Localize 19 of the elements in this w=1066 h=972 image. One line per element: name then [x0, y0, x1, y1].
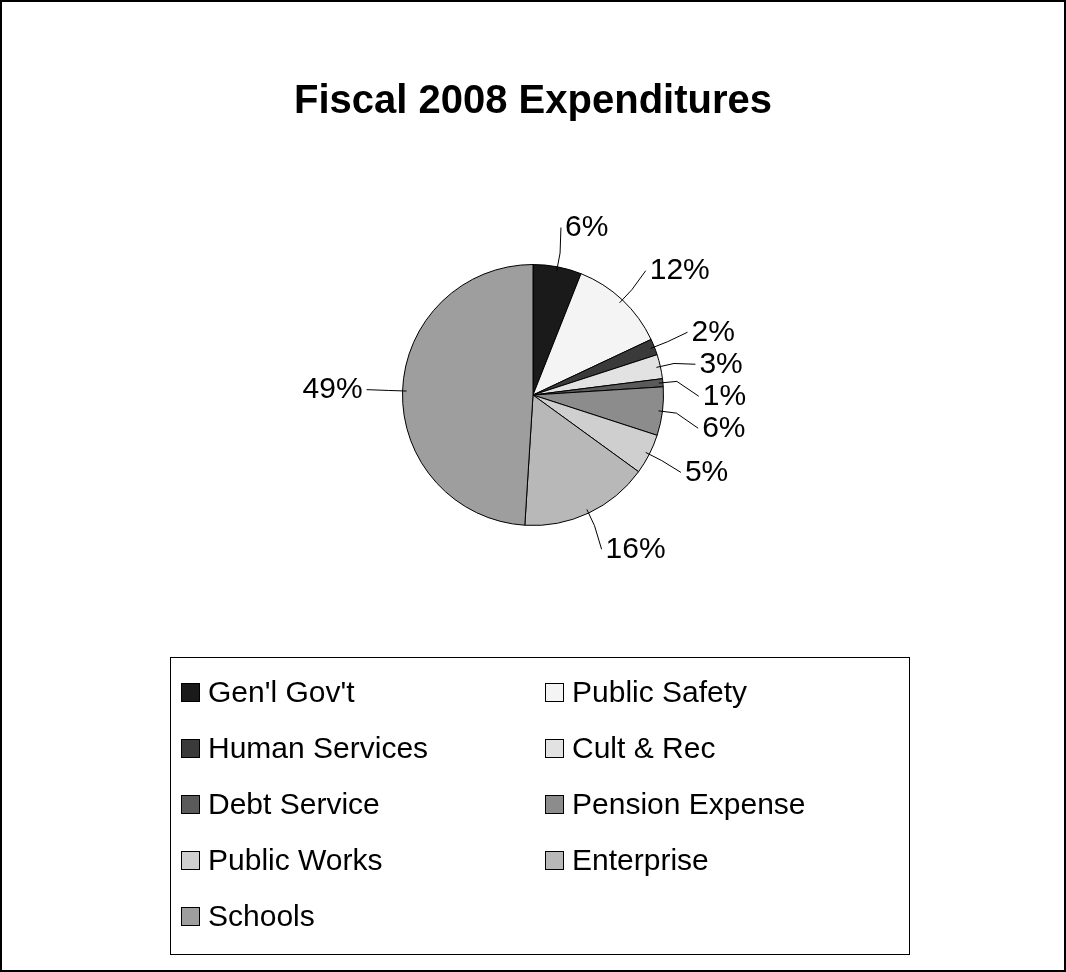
data-label: 3% — [699, 345, 743, 379]
legend-label: Public Safety — [572, 675, 748, 709]
legend-label: Schools — [208, 899, 315, 933]
legend-label: Pension Expense — [572, 787, 806, 821]
data-label: 6% — [702, 409, 746, 443]
legend-label: Public Works — [208, 843, 383, 877]
legend-label: Debt Service — [208, 787, 380, 821]
data-label: 5% — [684, 453, 729, 487]
data-label: 2% — [691, 313, 735, 347]
legend-label: Enterprise — [572, 843, 709, 877]
data-label: 6% — [564, 208, 609, 242]
legend-label: Human Services — [208, 731, 429, 765]
data-label: 1% — [702, 377, 747, 411]
data-label: 16% — [605, 530, 666, 564]
data-label: 49% — [302, 370, 363, 404]
legend-label: Cult & Rec — [572, 731, 716, 765]
chart-title: Fiscal 2008 Expenditures — [293, 76, 773, 122]
legend-label: Gen'l Gov't — [208, 675, 355, 709]
data-label: 12% — [649, 251, 710, 285]
